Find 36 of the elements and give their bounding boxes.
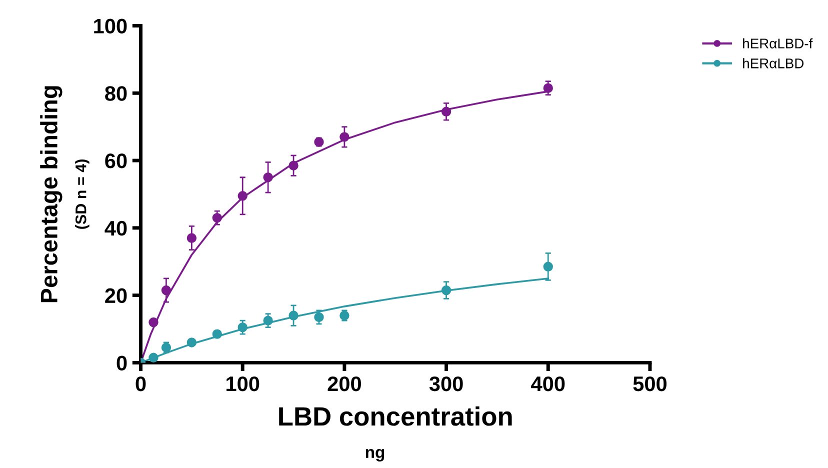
legend-label: hERαLBD-f (743, 38, 813, 48)
y-tick-label: 60 (105, 154, 127, 168)
point (148, 317, 158, 328)
x-tick-label: 400 (531, 376, 565, 392)
point (441, 106, 452, 117)
point (340, 132, 350, 142)
x-tick-label: 300 (429, 376, 463, 392)
y-tick-label: 40 (104, 220, 127, 236)
y-tick-label: 80 (105, 86, 127, 101)
point (263, 316, 273, 326)
y-tick-label: 0 (116, 356, 127, 370)
text: (SD n = 4) (75, 160, 90, 229)
point (543, 262, 553, 272)
x-tick-label: 500 (633, 376, 667, 392)
x-axis-title: LBD concentration (279, 406, 512, 426)
point (441, 285, 452, 296)
x-tick-label: 200 (328, 376, 361, 392)
y-tick-label: 100 (94, 18, 127, 34)
point (212, 329, 222, 339)
y-tick-label: 20 (105, 288, 127, 304)
y-axis-title: Percentage binding (40, 86, 62, 302)
text: ng (366, 448, 384, 462)
legend-label: hERαLBD (743, 58, 804, 68)
x-tick-label: 100 (226, 376, 260, 392)
point (288, 310, 298, 320)
point (186, 233, 197, 243)
point (263, 172, 273, 182)
point (148, 352, 158, 363)
point (161, 285, 172, 296)
x-tick-label: 0 (136, 376, 146, 392)
point (238, 322, 248, 332)
point (288, 160, 298, 170)
point (186, 338, 197, 348)
point (212, 212, 222, 223)
point (314, 312, 324, 322)
point (238, 191, 248, 201)
